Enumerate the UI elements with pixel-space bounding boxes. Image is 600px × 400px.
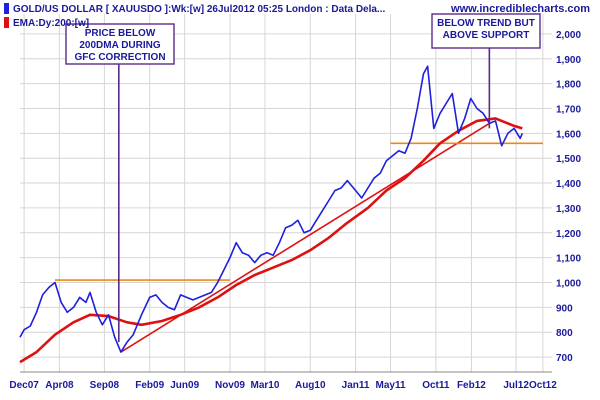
x-tick-label: Sep08 bbox=[90, 380, 120, 391]
price-series-line bbox=[19, 65, 524, 353]
x-tick-label: Dec07 bbox=[9, 380, 39, 391]
annotation-box bbox=[65, 23, 175, 65]
y-tick-label: 900 bbox=[556, 303, 573, 314]
series bbox=[19, 65, 524, 364]
x-tick-label: Nov09 bbox=[215, 380, 245, 391]
legend-ema-swatch bbox=[4, 17, 9, 28]
x-tick-label: Aug10 bbox=[295, 380, 326, 391]
y-tick-label: 1,700 bbox=[556, 104, 581, 115]
brand-watermark: www.incrediblecharts.com bbox=[450, 3, 590, 15]
y-tick-label: 1,900 bbox=[556, 55, 581, 66]
annotation-text: BELOW TREND BUT bbox=[437, 18, 535, 29]
x-tick-label: Jul12 bbox=[503, 380, 529, 391]
x-tick-label: Feb09 bbox=[135, 380, 164, 391]
chart-title: GOLD/US DOLLAR [ XAUUSDO ]:Wk:[w] 26Jul2… bbox=[13, 4, 385, 15]
legend-price-swatch bbox=[4, 3, 9, 14]
x-tick-label: Mar10 bbox=[251, 380, 280, 391]
annotation-text: 200DMA DURING bbox=[79, 40, 161, 51]
annotation-text: GFC CORRECTION bbox=[74, 52, 165, 63]
x-tick-label: Apr08 bbox=[45, 380, 74, 391]
x-tick-label: Oct12 bbox=[529, 380, 557, 391]
annotation-text: PRICE BELOW bbox=[85, 28, 156, 39]
y-tick-label: 1,400 bbox=[556, 179, 581, 190]
legend-ema-label: EMA:Dy:200:[w] bbox=[13, 18, 89, 29]
y-tick-label: 1,200 bbox=[556, 229, 581, 240]
x-tick-label: May11 bbox=[376, 380, 406, 391]
x-axis-ticks: Dec07 Apr08 Sep08 Feb09 Jun09 Nov09 Mar10 Aug10… bbox=[9, 380, 557, 391]
y-tick-label: 1,500 bbox=[556, 154, 581, 165]
y-tick-label: 1,800 bbox=[556, 80, 581, 91]
y-tick-label: 2,000 bbox=[556, 30, 581, 41]
annotation-box bbox=[431, 13, 541, 49]
x-tick-label: Jan11 bbox=[342, 380, 370, 391]
y-tick-label: 800 bbox=[556, 328, 573, 339]
legend: GOLD/US DOLLAR [ XAUUSDO ]:Wk:[w] 26Jul2… bbox=[4, 3, 385, 29]
y-tick-label: 1,000 bbox=[556, 279, 581, 290]
ema-series-line bbox=[19, 117, 523, 364]
y-tick-label: 700 bbox=[556, 353, 573, 364]
y-tick-label: 1,300 bbox=[556, 204, 581, 215]
y-tick-label: 1,600 bbox=[556, 129, 581, 140]
x-tick-label: Oct11 bbox=[422, 380, 450, 391]
y-tick-label: 1,100 bbox=[556, 254, 581, 265]
x-tick-label: Jun09 bbox=[170, 380, 199, 391]
x-tick-label: Feb12 bbox=[457, 380, 486, 391]
y-axis-ticks: 700 800 900 1,000 1,100 1,200 1,300 1,400 1,500 1… bbox=[556, 30, 581, 364]
annotation-text: ABOVE SUPPORT bbox=[443, 30, 530, 41]
